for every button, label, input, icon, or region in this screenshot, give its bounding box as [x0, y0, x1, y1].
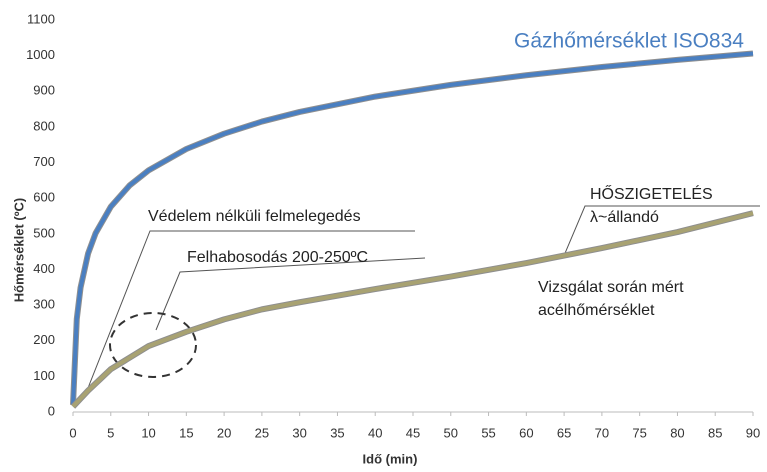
annotation: HŐSZIGETELÉS [590, 184, 713, 203]
line-outline [70, 50, 754, 406]
x-tick-label: 75 [632, 425, 646, 440]
y-tick-label: 300 [33, 297, 55, 312]
y-tick-label: 600 [33, 190, 55, 205]
y-tick-label: 1000 [26, 47, 55, 62]
x-axis-label: Idő (min) [363, 451, 418, 466]
x-tick-label: 25 [255, 425, 269, 440]
y-tick-label: 500 [33, 225, 55, 240]
annotation: Felhabosodás 200-250ºC [187, 249, 368, 266]
series-label: Gázhőmérséklet ISO834 [514, 30, 744, 53]
line [71, 211, 754, 409]
x-tick-label: 30 [292, 425, 306, 440]
highlight-ellipse [109, 312, 197, 378]
y-tick-label: 400 [33, 261, 55, 276]
annotation: Védelem nélküli felmelegedés [148, 208, 361, 225]
y-axis-label: Hőmérséklet (ºC) [11, 198, 26, 302]
x-tick-label: 10 [141, 425, 155, 440]
y-tick-label: 800 [33, 118, 55, 133]
x-tick-label: 80 [670, 425, 684, 440]
x-tick-label: 0 [69, 425, 76, 440]
annotation: λ~állandó [590, 209, 659, 226]
x-tick-label: 55 [481, 425, 495, 440]
y-tick-label: 100 [33, 368, 55, 383]
line [71, 51, 754, 405]
y-tick-label: 700 [33, 154, 55, 169]
x-tick-label: 40 [368, 425, 382, 440]
y-tick-label: 0 [48, 403, 55, 418]
x-tick-label: 90 [746, 425, 760, 440]
annotation: acélhőmérséklet [538, 302, 655, 319]
x-tick-label: 45 [406, 425, 420, 440]
x-tick-label: 60 [519, 425, 533, 440]
x-tick-label: 35 [330, 425, 344, 440]
x-tick-label: 15 [179, 425, 193, 440]
x-tick-label: 20 [217, 425, 231, 440]
annotation-lines [87, 205, 760, 389]
annotation: Vizsgálat során mért [538, 279, 684, 296]
y-tick-label: 1100 [27, 11, 55, 26]
leader-line [562, 205, 760, 259]
x-tick-label: 70 [595, 425, 609, 440]
y-tick-label: 200 [33, 332, 55, 347]
y-tick-label: 900 [33, 83, 55, 98]
leader-line [87, 230, 415, 389]
x-tick-label: 65 [557, 425, 571, 440]
x-tick-label: 85 [708, 425, 722, 440]
x-tick-label: 50 [444, 425, 458, 440]
x-tick-label: 5 [107, 425, 114, 440]
leader-line [155, 257, 426, 331]
